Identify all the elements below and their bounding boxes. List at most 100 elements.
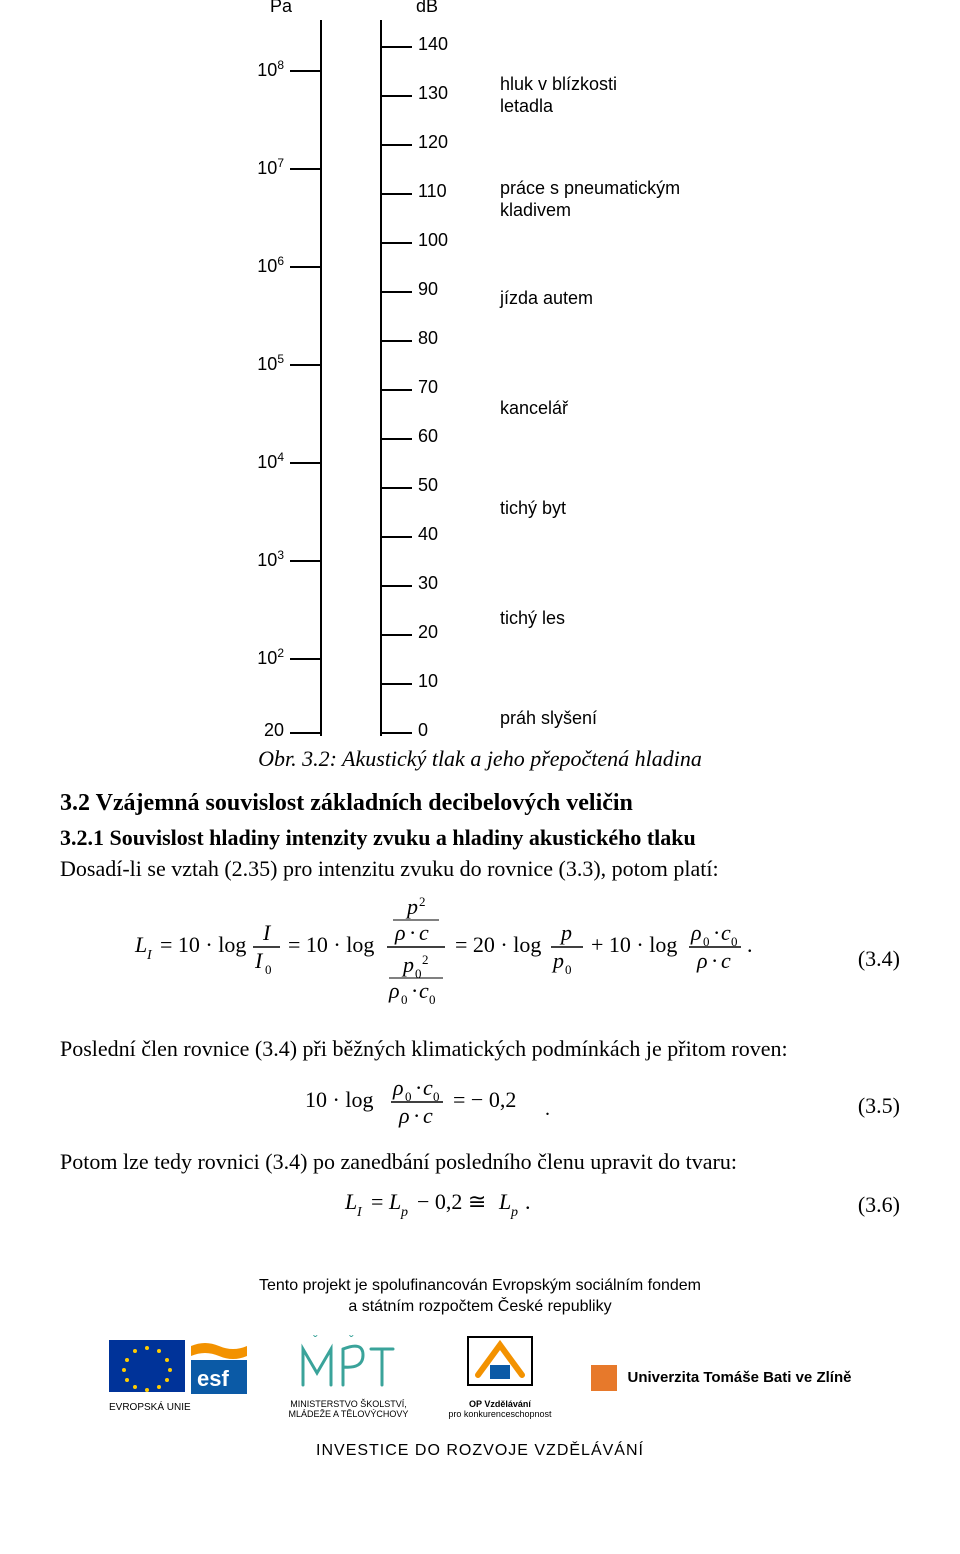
tick-db (382, 46, 412, 48)
utb-label: Univerzita Tomáše Bati ve Zlíně (627, 1369, 851, 1386)
equation-3-6: L I = L p − 0,2 ≅ L p . (3.6) (60, 1185, 900, 1226)
heading-section: 3.2 Vzájemná souvislost základních decib… (60, 790, 900, 817)
svg-text:ρ: ρ (398, 1103, 410, 1128)
logo-msmt: ˇ ˇ MINISTERSTVO ŠKOLSTVÍ, MLÁDEŽE A TĚL… (289, 1335, 409, 1420)
tick-db (382, 242, 412, 244)
axis-title-db: dB (416, 0, 438, 17)
label-db: 70 (418, 377, 468, 398)
svg-text:I: I (254, 948, 264, 973)
svg-text:0: 0 (401, 992, 408, 1007)
label-db: 110 (418, 181, 468, 202)
label-pa: 104 (224, 450, 284, 473)
svg-text:ρ: ρ (388, 978, 400, 1003)
tick-db (382, 732, 412, 734)
equation-number: (3.4) (830, 946, 900, 972)
figure-caption: Obr. 3.2: Akustický tlak a jeho přepočte… (60, 746, 900, 772)
svg-text:=: = (371, 1189, 383, 1214)
axis-title-pa: Pa (270, 0, 292, 17)
equation-number: (3.6) (830, 1192, 900, 1218)
svg-text:ρ: ρ (696, 948, 708, 973)
svg-text:0: 0 (429, 992, 436, 1007)
figure-scale: PadB140130120110100908070605040302010010… (60, 0, 900, 740)
svg-text:p: p (551, 948, 564, 973)
paragraph-after-eq1: Poslední člen rovnice (3.4) při běžných … (60, 1035, 900, 1064)
tick-db (382, 144, 412, 146)
svg-text:L: L (498, 1189, 511, 1214)
svg-text:c: c (721, 920, 731, 945)
label-db: 140 (418, 34, 468, 55)
scale-annotation: jízda autem (500, 288, 730, 310)
logo-eu-esf: esf EVROPSKÁ UNIE (109, 1340, 249, 1416)
footer-line1: Tento projekt je spolufinancován Evropsk… (259, 1277, 701, 1294)
svg-text:p: p (401, 952, 414, 977)
svg-text:p: p (405, 894, 418, 919)
tick-db (382, 683, 412, 685)
label-db: 120 (418, 132, 468, 153)
svg-text:c: c (423, 1075, 433, 1100)
paragraph-after-eq2: Potom lze tedy rovnici (3.4) po zanedbán… (60, 1148, 900, 1177)
page-footer: Tento projekt je spolufinancován Evropsk… (60, 1276, 900, 1460)
svg-text:L: L (344, 1189, 357, 1214)
label-pa: 103 (224, 548, 284, 571)
svg-text:·: · (415, 1075, 422, 1100)
tick-pa (290, 364, 320, 366)
scale-annotation: tichý les (500, 608, 730, 630)
svg-text:= − 0,2: = − 0,2 (453, 1087, 516, 1112)
tick-pa (290, 560, 320, 562)
label-db: 10 (418, 671, 468, 692)
svg-text:p: p (400, 1205, 408, 1220)
footer-logos: esf EVROPSKÁ UNIE ˇ ˇ MINISTER (60, 1335, 900, 1420)
scale-annotation: tichý byt (500, 498, 730, 520)
svg-text:·: · (409, 920, 416, 945)
label-db: 20 (418, 622, 468, 643)
svg-text:L: L (388, 1189, 401, 1214)
svg-text:·: · (713, 920, 720, 945)
equation-3-4: L I = 10 · log I I 0 = 10 · log p 2 ρ (60, 892, 900, 1027)
tick-pa (290, 732, 320, 734)
svg-text:.: . (747, 932, 753, 957)
eu-label: EVROPSKÁ UNIE (109, 1400, 191, 1413)
tick-db (382, 536, 412, 538)
equation-3-5: 10 · log ρ 0 · c 0 ρ · c = − 0,2 . (3.5) (60, 1071, 900, 1140)
svg-text:ˇ: ˇ (313, 1335, 318, 1348)
label-db: 0 (418, 720, 468, 741)
svg-text:c: c (419, 920, 429, 945)
op-caption: OP Vzdělávání pro konkurenceschopnost (448, 1400, 551, 1420)
svg-text:2: 2 (419, 894, 426, 909)
svg-text:c: c (721, 948, 731, 973)
svg-text:ˇ: ˇ (349, 1335, 354, 1348)
svg-text:ρ: ρ (394, 920, 406, 945)
svg-text:= 10 · log: = 10 · log (160, 932, 246, 957)
svg-text:I: I (262, 920, 272, 945)
scale-annotation: práh slyšení (500, 708, 730, 730)
tick-pa (290, 462, 320, 464)
svg-text:·: · (711, 948, 718, 973)
scale-annotation: kancelář (500, 398, 730, 420)
label-db: 130 (418, 83, 468, 104)
tick-db (382, 634, 412, 636)
svg-text:I: I (146, 948, 153, 963)
tick-db (382, 95, 412, 97)
svg-text:esf: esf (197, 1366, 229, 1391)
svg-text:p: p (510, 1205, 518, 1220)
svg-text:p: p (559, 920, 572, 945)
logo-op: OP Vzdělávání pro konkurenceschopnost (448, 1335, 551, 1420)
label-db: 40 (418, 524, 468, 545)
svg-text:I: I (356, 1205, 363, 1220)
tick-db (382, 487, 412, 489)
scale-annotation: práce s pneumatickýmkladivem (500, 178, 730, 221)
label-db: 60 (418, 426, 468, 447)
svg-text:10 · log: 10 · log (305, 1087, 373, 1112)
scale-annotation: hluk v blízkostiletadla (500, 74, 730, 117)
label-db: 90 (418, 279, 468, 300)
svg-text:·: · (413, 1103, 420, 1128)
svg-text:·: · (411, 978, 418, 1003)
label-pa: 108 (224, 58, 284, 81)
heading-subsection: 3.2.1 Souvislost hladiny intenzity zvuku… (60, 825, 900, 851)
label-db: 100 (418, 230, 468, 251)
svg-text:0: 0 (565, 962, 572, 977)
svg-text:.: . (545, 1098, 550, 1120)
label-pa: 102 (224, 646, 284, 669)
label-db: 80 (418, 328, 468, 349)
paragraph-intro: Dosadí-li se vztah (2.35) pro intenzitu … (60, 855, 900, 884)
